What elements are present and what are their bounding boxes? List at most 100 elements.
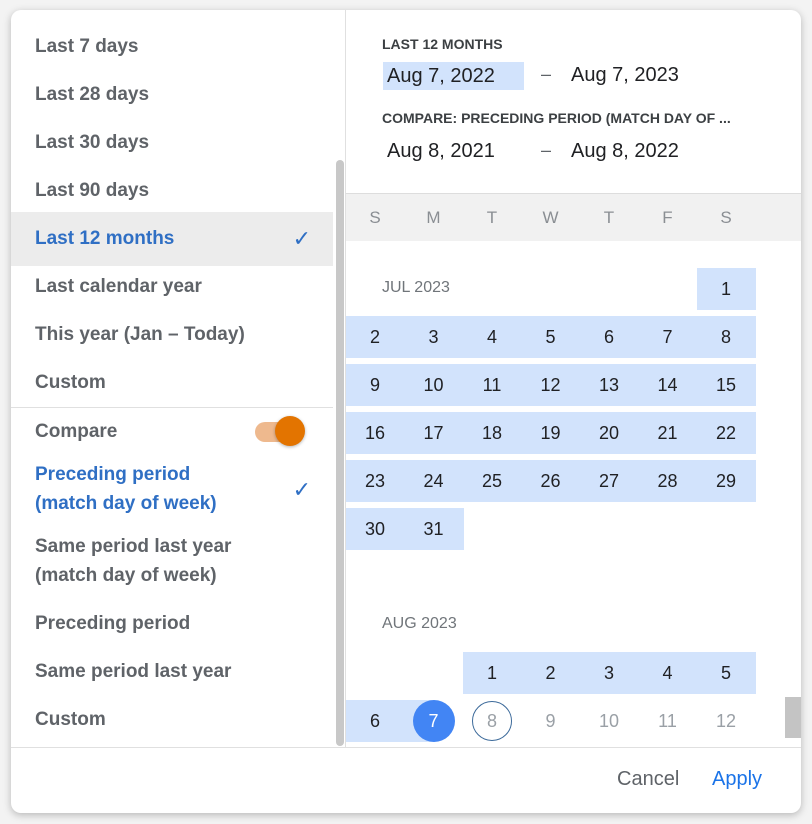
day-cell[interactable]: 15 (697, 364, 755, 406)
preset-last-7-days[interactable]: Last 7 days (11, 27, 333, 67)
compare-same-period-last-year-match[interactable]: Same period last year (match day of week) (11, 531, 333, 591)
end-date-input[interactable]: Aug 7, 2023 (571, 64, 679, 86)
day-cell[interactable]: 29 (697, 460, 755, 502)
day-cell[interactable]: 4 (639, 652, 697, 694)
range-highlight (580, 652, 639, 694)
preset-last-28-days[interactable]: Last 28 days (11, 75, 333, 115)
day-cell[interactable]: 17 (405, 412, 463, 454)
day-number: 2 (369, 327, 380, 347)
preset-last-calendar-year[interactable]: Last calendar year (11, 267, 333, 307)
day-cell[interactable]: 19 (522, 412, 580, 454)
day-cell[interactable]: 1 (697, 268, 755, 310)
range-separator: – (541, 64, 552, 84)
day-cell[interactable]: 12 (697, 700, 755, 742)
range-highlight (638, 364, 698, 406)
compare-start-date-input[interactable]: Aug 8, 2021 (387, 140, 495, 162)
day-number: 17 (423, 423, 444, 443)
range-highlight (463, 652, 522, 694)
option-line1: Same period last year (35, 536, 232, 557)
day-number: 9 (545, 711, 556, 731)
day-cell[interactable]: 5 (697, 652, 755, 694)
day-number: 16 (364, 423, 386, 443)
day-number: 1 (720, 279, 731, 299)
left-scrollbar[interactable] (336, 160, 344, 746)
day-cell[interactable]: 4 (463, 316, 521, 358)
preset-last-12-months[interactable]: Last 12 months ✓ (11, 212, 333, 266)
date-range-dialog: Last 7 days Last 28 days Last 30 days La… (11, 10, 801, 813)
day-cell[interactable]: 23 (346, 460, 404, 502)
check-icon: ✓ (292, 226, 311, 251)
calendar-scrollbar[interactable] (785, 697, 801, 738)
weekday-label: S (369, 208, 381, 227)
day-number: 28 (657, 471, 678, 491)
day-cell[interactable]: 26 (522, 460, 580, 502)
range-highlight (404, 508, 464, 550)
day-cell[interactable]: 7 (639, 316, 697, 358)
day-cell[interactable]: 28 (639, 460, 697, 502)
day-number: 8 (472, 701, 512, 741)
day-cell[interactable]: 9 (522, 700, 580, 742)
range-highlight (638, 316, 698, 358)
preset-this-year[interactable]: This year (Jan – Today) (11, 315, 333, 355)
preset-custom[interactable]: Custom (11, 363, 333, 403)
range-highlight (638, 652, 698, 694)
day-cell[interactable]: 2 (346, 316, 404, 358)
range-highlight (697, 412, 756, 454)
day-number: 23 (364, 471, 386, 491)
day-cell[interactable]: 30 (346, 508, 404, 550)
day-number: 6 (603, 327, 614, 347)
day-cell[interactable]: 8 (463, 700, 521, 742)
range-highlight (521, 364, 581, 406)
day-cell[interactable]: 31 (405, 508, 463, 550)
day-number: 3 (603, 663, 614, 683)
preset-last-30-days[interactable]: Last 30 days (11, 123, 333, 163)
day-cell[interactable]: 10 (580, 700, 638, 742)
compare-end-date-input[interactable]: Aug 8, 2022 (571, 140, 679, 162)
compare-same-period-last-year[interactable]: Same period last year (11, 652, 333, 692)
cancel-button[interactable]: Cancel (617, 768, 680, 790)
day-cell[interactable]: 11 (639, 700, 697, 742)
day-cell[interactable]: 7 (405, 700, 463, 742)
day-number: 14 (657, 375, 678, 395)
day-cell[interactable]: 13 (580, 364, 638, 406)
day-cell[interactable]: 20 (580, 412, 638, 454)
range-highlight (463, 460, 522, 502)
compare-toggle-row[interactable]: Compare (11, 412, 333, 452)
day-cell[interactable]: 27 (580, 460, 638, 502)
day-cell[interactable]: 3 (405, 316, 463, 358)
weekday-label: W (542, 208, 559, 227)
day-cell[interactable]: 5 (522, 316, 580, 358)
range-highlight (697, 364, 756, 406)
compare-custom[interactable]: Custom (11, 700, 333, 740)
apply-button[interactable]: Apply (712, 768, 763, 790)
day-cell[interactable]: 2 (522, 652, 580, 694)
day-cell[interactable]: 6 (346, 700, 404, 742)
day-cell[interactable]: 10 (405, 364, 463, 406)
preset-last-90-days[interactable]: Last 90 days (11, 171, 333, 211)
start-date-input[interactable]: Aug 7, 2022 (383, 62, 524, 90)
day-cell[interactable]: 18 (463, 412, 521, 454)
compare-toggle[interactable] (255, 416, 305, 446)
compare-preceding-period[interactable]: Preceding period (11, 604, 333, 644)
day-cell[interactable]: 9 (346, 364, 404, 406)
day-cell[interactable]: 11 (463, 364, 521, 406)
day-cell[interactable]: 12 (522, 364, 580, 406)
day-cell[interactable]: 3 (580, 652, 638, 694)
day-number: 7 (662, 327, 673, 347)
day-cell[interactable]: 25 (463, 460, 521, 502)
day-number: 12 (540, 375, 561, 395)
day-number: 26 (540, 471, 561, 491)
day-cell[interactable]: 24 (405, 460, 463, 502)
day-cell[interactable]: 1 (463, 652, 521, 694)
day-cell[interactable]: 22 (697, 412, 755, 454)
range-highlight (346, 364, 405, 406)
day-cell[interactable]: 21 (639, 412, 697, 454)
compare-preceding-period-match[interactable]: Preceding period (match day of week) ✓ (11, 459, 333, 519)
range-highlight (463, 412, 522, 454)
day-cell[interactable]: 16 (346, 412, 404, 454)
day-cell[interactable]: 6 (580, 316, 638, 358)
range-highlight (638, 412, 698, 454)
day-cell[interactable]: 8 (697, 316, 755, 358)
calendar-panel: LAST 12 MONTHS Aug 7, 2022 – Aug 7, 2023… (345, 10, 801, 747)
day-cell[interactable]: 14 (639, 364, 697, 406)
